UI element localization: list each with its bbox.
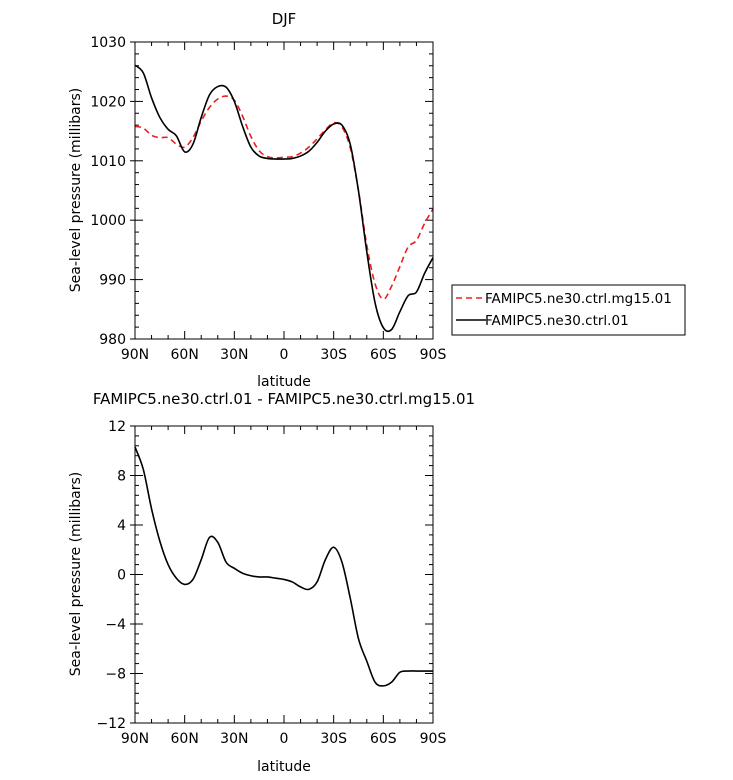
top-x-axis-label: latitude — [257, 374, 311, 390]
bottom-axes: 90N 60N 30N 0 30S 60S 90S −12 −8 −4 0 4 8 12 — [96, 419, 446, 747]
top-y-tick-label: 1010 — [90, 154, 126, 170]
top-y-axis-label: Sea-level pressure (millibars) — [68, 88, 84, 292]
bottom-y-axis-label: Sea-level pressure (millibars) — [68, 472, 84, 676]
top-x-tick-label: 60N — [171, 347, 199, 363]
bottom-series-group — [134, 446, 433, 687]
top-x-tick-label: 30N — [220, 347, 248, 363]
legend: FAMIPC5.ne30.ctrl.mg15.01 FAMIPC5.ne30.c… — [451, 284, 686, 336]
top-x-tick-label: 90S — [420, 347, 447, 363]
top-series-line-0 — [134, 95, 434, 300]
bottom-y-tick-label: −4 — [105, 617, 126, 633]
bottom-y-tick-label: 4 — [117, 518, 126, 534]
legend-box — [451, 284, 686, 336]
top-x-tick-label: 90N — [121, 347, 149, 363]
bottom-x-tick-label: 30S — [320, 731, 347, 747]
legend-label-ctrl: FAMIPC5.ne30.ctrl.01 — [485, 313, 629, 329]
bottom-y-tick-label: −12 — [96, 716, 126, 732]
bottom-panel: FAMIPC5.ne30.ctrl.01 - FAMIPC5.ne30.ctrl… — [68, 390, 475, 775]
bottom-y-tick-label: 0 — [117, 568, 126, 584]
top-panel: DJF 90N 60N 30N 0 30S 60S 90S 980 990 1000 1010 102… — [68, 10, 686, 390]
bottom-y-tick-label: 12 — [108, 419, 126, 435]
bottom-x-tick-label: 60S — [370, 731, 397, 747]
legend-label-mg15: FAMIPC5.ne30.ctrl.mg15.01 — [485, 291, 672, 307]
top-y-tick-label: 1030 — [90, 35, 126, 51]
top-x-tick-label: 0 — [280, 347, 289, 363]
top-series-line-1 — [134, 64, 434, 333]
bottom-title: FAMIPC5.ne30.ctrl.01 - FAMIPC5.ne30.ctrl… — [93, 390, 475, 408]
bottom-y-tick-label: 8 — [117, 469, 126, 485]
bottom-x-tick-label: 90N — [121, 731, 149, 747]
top-x-tick-label: 60S — [370, 347, 397, 363]
bottom-y-tick-label: −8 — [105, 667, 126, 683]
bottom-x-axis-label: latitude — [257, 759, 311, 775]
top-y-tick-label: 1020 — [90, 94, 126, 110]
top-axes: 90N 60N 30N 0 30S 60S 90S 980 990 1000 1010 1020 103… — [90, 35, 446, 363]
top-y-tick-label: 990 — [99, 273, 126, 289]
top-title: DJF — [272, 10, 297, 28]
bottom-x-tick-label: 90S — [420, 731, 447, 747]
top-y-tick-label: 1000 — [90, 213, 126, 229]
top-plot-frame — [134, 41, 434, 340]
bottom-x-tick-label: 60N — [171, 731, 199, 747]
bottom-x-tick-label: 0 — [280, 731, 289, 747]
top-y-tick-label: 980 — [99, 332, 126, 348]
bottom-series-line-0 — [134, 446, 433, 687]
top-series-group — [134, 64, 434, 333]
bottom-plot-frame — [134, 425, 434, 724]
bottom-x-tick-label: 30N — [220, 731, 248, 747]
top-x-tick-label: 30S — [320, 347, 347, 363]
